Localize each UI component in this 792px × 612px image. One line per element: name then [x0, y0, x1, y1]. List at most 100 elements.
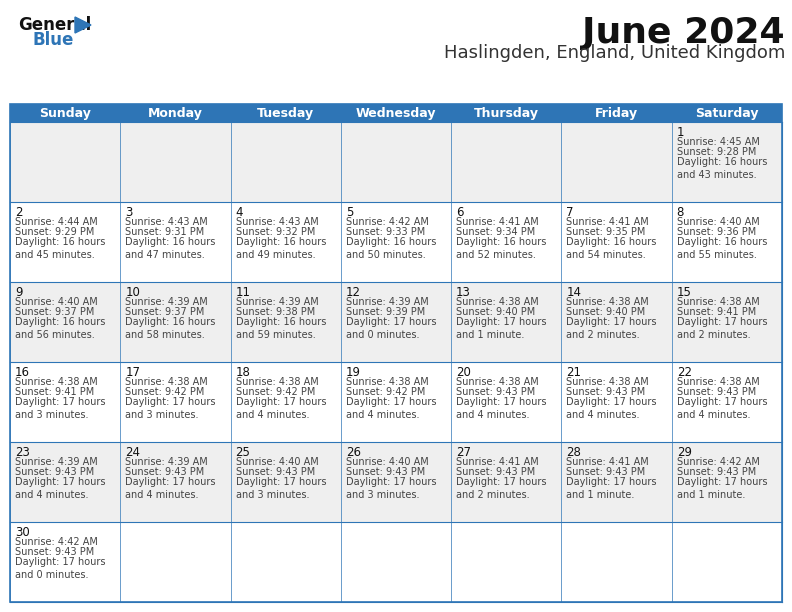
Bar — [10, 104, 782, 602]
Text: 13: 13 — [456, 286, 471, 299]
Text: 12: 12 — [346, 286, 361, 299]
Text: Sunrise: 4:42 AM: Sunrise: 4:42 AM — [676, 457, 760, 467]
Text: 8: 8 — [676, 206, 684, 219]
Text: Daylight: 16 hours
and 47 minutes.: Daylight: 16 hours and 47 minutes. — [125, 237, 215, 260]
Text: Sunrise: 4:41 AM: Sunrise: 4:41 AM — [566, 457, 649, 467]
Text: 16: 16 — [15, 366, 30, 379]
Bar — [10, 122, 782, 202]
Text: Sunrise: 4:40 AM: Sunrise: 4:40 AM — [676, 217, 760, 227]
Text: 27: 27 — [456, 446, 471, 459]
Text: Sunset: 9:37 PM: Sunset: 9:37 PM — [125, 307, 204, 317]
Text: Blue: Blue — [32, 31, 74, 49]
Text: 28: 28 — [566, 446, 581, 459]
Text: Sunrise: 4:38 AM: Sunrise: 4:38 AM — [676, 377, 760, 387]
Text: 15: 15 — [676, 286, 691, 299]
Text: 14: 14 — [566, 286, 581, 299]
Text: Sunrise: 4:38 AM: Sunrise: 4:38 AM — [456, 377, 539, 387]
Text: Sunset: 9:36 PM: Sunset: 9:36 PM — [676, 227, 756, 237]
Bar — [10, 282, 782, 362]
Text: Sunrise: 4:38 AM: Sunrise: 4:38 AM — [566, 377, 649, 387]
Text: General: General — [18, 16, 91, 34]
Text: Daylight: 17 hours
and 4 minutes.: Daylight: 17 hours and 4 minutes. — [125, 477, 215, 500]
Text: Sunrise: 4:38 AM: Sunrise: 4:38 AM — [125, 377, 208, 387]
Text: Sunset: 9:43 PM: Sunset: 9:43 PM — [566, 467, 645, 477]
Text: Daylight: 17 hours
and 3 minutes.: Daylight: 17 hours and 3 minutes. — [235, 477, 326, 500]
Text: Daylight: 17 hours
and 4 minutes.: Daylight: 17 hours and 4 minutes. — [566, 397, 657, 420]
Text: Sunday: Sunday — [40, 106, 91, 119]
Text: Sunrise: 4:39 AM: Sunrise: 4:39 AM — [346, 297, 428, 307]
Text: Sunrise: 4:38 AM: Sunrise: 4:38 AM — [346, 377, 428, 387]
Text: Daylight: 17 hours
and 1 minute.: Daylight: 17 hours and 1 minute. — [676, 477, 767, 500]
Text: Sunset: 9:41 PM: Sunset: 9:41 PM — [15, 387, 94, 397]
Text: Sunrise: 4:38 AM: Sunrise: 4:38 AM — [235, 377, 318, 387]
Text: Daylight: 17 hours
and 3 minutes.: Daylight: 17 hours and 3 minutes. — [125, 397, 215, 420]
Text: Sunset: 9:42 PM: Sunset: 9:42 PM — [235, 387, 315, 397]
Text: Thursday: Thursday — [474, 106, 539, 119]
Text: Sunrise: 4:38 AM: Sunrise: 4:38 AM — [456, 297, 539, 307]
Text: Daylight: 17 hours
and 2 minutes.: Daylight: 17 hours and 2 minutes. — [456, 477, 546, 500]
Text: Sunset: 9:33 PM: Sunset: 9:33 PM — [346, 227, 425, 237]
Text: Sunrise: 4:44 AM: Sunrise: 4:44 AM — [15, 217, 97, 227]
Text: Sunset: 9:40 PM: Sunset: 9:40 PM — [566, 307, 645, 317]
Text: 3: 3 — [125, 206, 133, 219]
Text: Sunset: 9:43 PM: Sunset: 9:43 PM — [15, 467, 94, 477]
Text: Sunset: 9:31 PM: Sunset: 9:31 PM — [125, 227, 204, 237]
Text: 7: 7 — [566, 206, 574, 219]
Text: Daylight: 17 hours
and 4 minutes.: Daylight: 17 hours and 4 minutes. — [346, 397, 436, 420]
Text: Sunset: 9:34 PM: Sunset: 9:34 PM — [456, 227, 535, 237]
Text: 24: 24 — [125, 446, 140, 459]
Text: Sunrise: 4:38 AM: Sunrise: 4:38 AM — [566, 297, 649, 307]
Text: Sunset: 9:43 PM: Sunset: 9:43 PM — [456, 387, 535, 397]
Text: 6: 6 — [456, 206, 463, 219]
Text: 18: 18 — [235, 366, 250, 379]
Text: 10: 10 — [125, 286, 140, 299]
Text: Sunset: 9:28 PM: Sunset: 9:28 PM — [676, 147, 756, 157]
Polygon shape — [75, 17, 91, 33]
Text: Daylight: 17 hours
and 3 minutes.: Daylight: 17 hours and 3 minutes. — [346, 477, 436, 500]
Text: Daylight: 16 hours
and 58 minutes.: Daylight: 16 hours and 58 minutes. — [125, 317, 215, 340]
Text: Daylight: 17 hours
and 1 minute.: Daylight: 17 hours and 1 minute. — [566, 477, 657, 500]
Text: Daylight: 17 hours
and 1 minute.: Daylight: 17 hours and 1 minute. — [456, 317, 546, 340]
Text: Sunset: 9:40 PM: Sunset: 9:40 PM — [456, 307, 535, 317]
Text: 11: 11 — [235, 286, 250, 299]
Text: Daylight: 17 hours
and 2 minutes.: Daylight: 17 hours and 2 minutes. — [566, 317, 657, 340]
Text: Sunset: 9:35 PM: Sunset: 9:35 PM — [566, 227, 645, 237]
Text: Daylight: 17 hours
and 4 minutes.: Daylight: 17 hours and 4 minutes. — [235, 397, 326, 420]
Bar — [10, 104, 782, 122]
Text: Daylight: 17 hours
and 4 minutes.: Daylight: 17 hours and 4 minutes. — [676, 397, 767, 420]
Text: Sunset: 9:43 PM: Sunset: 9:43 PM — [676, 467, 756, 477]
Text: Sunset: 9:32 PM: Sunset: 9:32 PM — [235, 227, 315, 237]
Text: Monday: Monday — [148, 106, 203, 119]
Text: Sunrise: 4:40 AM: Sunrise: 4:40 AM — [235, 457, 318, 467]
Text: Sunset: 9:43 PM: Sunset: 9:43 PM — [235, 467, 315, 477]
Text: 5: 5 — [346, 206, 353, 219]
Text: Daylight: 17 hours
and 0 minutes.: Daylight: 17 hours and 0 minutes. — [15, 557, 105, 580]
Text: Daylight: 17 hours
and 0 minutes.: Daylight: 17 hours and 0 minutes. — [346, 317, 436, 340]
Text: Sunset: 9:43 PM: Sunset: 9:43 PM — [15, 547, 94, 557]
Text: Daylight: 17 hours
and 4 minutes.: Daylight: 17 hours and 4 minutes. — [456, 397, 546, 420]
Text: Sunrise: 4:40 AM: Sunrise: 4:40 AM — [346, 457, 428, 467]
Text: 21: 21 — [566, 366, 581, 379]
Text: 4: 4 — [235, 206, 243, 219]
Text: Sunrise: 4:43 AM: Sunrise: 4:43 AM — [235, 217, 318, 227]
Text: Sunset: 9:43 PM: Sunset: 9:43 PM — [125, 467, 204, 477]
Text: Sunrise: 4:42 AM: Sunrise: 4:42 AM — [15, 537, 98, 547]
Text: Sunset: 9:37 PM: Sunset: 9:37 PM — [15, 307, 94, 317]
Text: 19: 19 — [346, 366, 361, 379]
Text: Daylight: 16 hours
and 49 minutes.: Daylight: 16 hours and 49 minutes. — [235, 237, 326, 260]
Text: Daylight: 17 hours
and 3 minutes.: Daylight: 17 hours and 3 minutes. — [15, 397, 105, 420]
Text: Sunset: 9:43 PM: Sunset: 9:43 PM — [456, 467, 535, 477]
Text: Sunset: 9:43 PM: Sunset: 9:43 PM — [566, 387, 645, 397]
Text: Sunrise: 4:39 AM: Sunrise: 4:39 AM — [125, 297, 208, 307]
Text: 17: 17 — [125, 366, 140, 379]
Text: Sunrise: 4:41 AM: Sunrise: 4:41 AM — [566, 217, 649, 227]
Text: Saturday: Saturday — [695, 106, 759, 119]
Text: June 2024: June 2024 — [582, 16, 785, 50]
Text: Sunrise: 4:38 AM: Sunrise: 4:38 AM — [15, 377, 97, 387]
Text: Tuesday: Tuesday — [257, 106, 314, 119]
Text: 22: 22 — [676, 366, 691, 379]
Text: Sunrise: 4:42 AM: Sunrise: 4:42 AM — [346, 217, 428, 227]
Text: 25: 25 — [235, 446, 250, 459]
Text: Daylight: 16 hours
and 56 minutes.: Daylight: 16 hours and 56 minutes. — [15, 317, 105, 340]
Text: Sunrise: 4:40 AM: Sunrise: 4:40 AM — [15, 297, 97, 307]
